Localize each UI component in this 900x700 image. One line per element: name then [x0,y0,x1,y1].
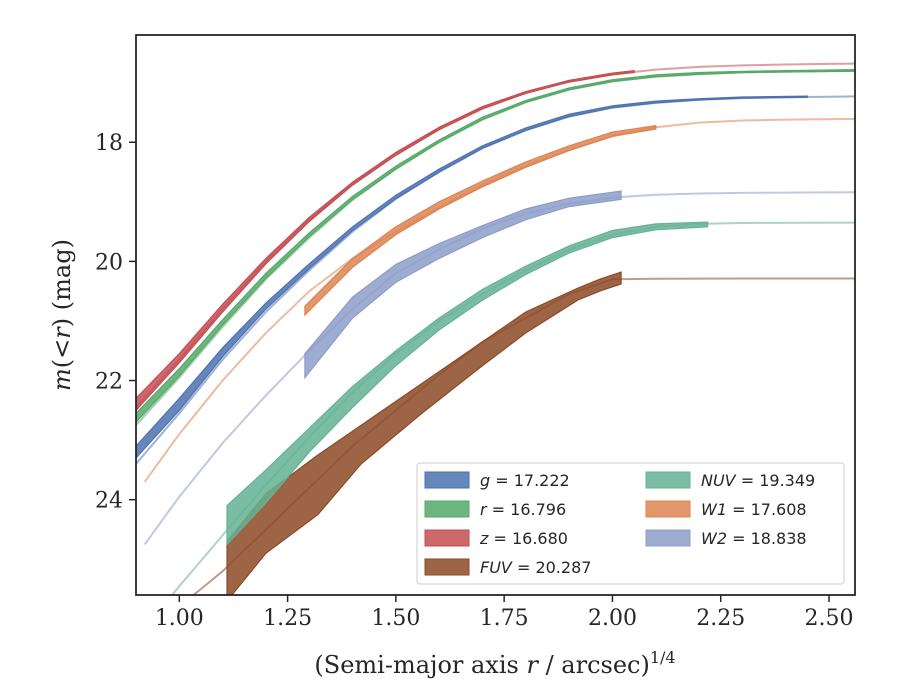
legend-item-w1: W1 = 17.608 [645,500,807,519]
y-axis: 18 20 22 24 [95,131,136,514]
legend-swatch-w2 [645,529,691,547]
band-w2 [304,190,622,380]
band-z [136,70,635,412]
legend-label-g: g = 17.222 [480,471,570,490]
legend-label-fuv: FUV = 20.287 [480,558,591,577]
error-bands [136,68,855,595]
band-nuv [226,221,709,546]
legend-item-g: g = 17.222 [424,471,570,490]
x-axis: 1.00 1.25 1.50 1.75 2.00 2.25 2.50 [155,595,854,631]
legend-swatch-fuv [424,558,470,576]
y-tick-label: 18 [95,131,123,156]
legend-label-w1: W1 = 17.608 [701,500,807,519]
legend-label-z: z = 16.680 [479,529,568,548]
legend-item-nuv: NUV = 19.349 [645,471,815,490]
legend-swatch-nuv [645,471,691,489]
legend-label-nuv: NUV = 19.349 [701,471,815,490]
legend-swatch-g [424,471,470,489]
x-tick-label: 2.00 [588,606,637,631]
model-line-r [136,69,855,426]
legend-label-r: r = 16.796 [480,500,566,519]
x-tick-label: 1.25 [263,606,312,631]
y-tick-label: 20 [95,250,123,275]
x-tick-label: 1.00 [155,606,204,631]
legend-item-fuv: FUV = 20.287 [424,558,591,577]
x-tick-label: 1.50 [371,606,420,631]
legend-item-w2: W2 = 18.838 [645,529,807,548]
legend-item-r: r = 16.796 [424,500,566,519]
y-axis-label: m(<r) (mag) [48,239,76,391]
y-tick-label: 22 [95,370,123,395]
y-tick-label: 24 [95,489,123,514]
legend-swatch-z [424,529,470,547]
x-tick-label: 2.25 [696,606,745,631]
x-tick-label: 1.75 [480,606,529,631]
model-line-g [136,95,855,465]
band-w1 [304,124,657,317]
legend-item-z: z = 16.680 [424,529,568,548]
band-g [136,95,808,459]
x-tick-label: 2.50 [805,606,854,631]
x-axis-label: (Semi-major axis r / arcsec)1/4 [314,648,675,679]
legend-box [416,462,845,585]
plot-area [136,62,855,595]
legend: g = 17.222 r = 16.796 z = 16.680 FUV = 20.2… [416,462,845,585]
band-r [136,68,855,424]
legend-swatch-r [424,500,470,518]
plot-frame [135,34,856,596]
legend-label-w2: W2 = 18.838 [701,529,807,548]
legend-swatch-w1 [645,500,691,518]
band-fuv [226,271,622,595]
